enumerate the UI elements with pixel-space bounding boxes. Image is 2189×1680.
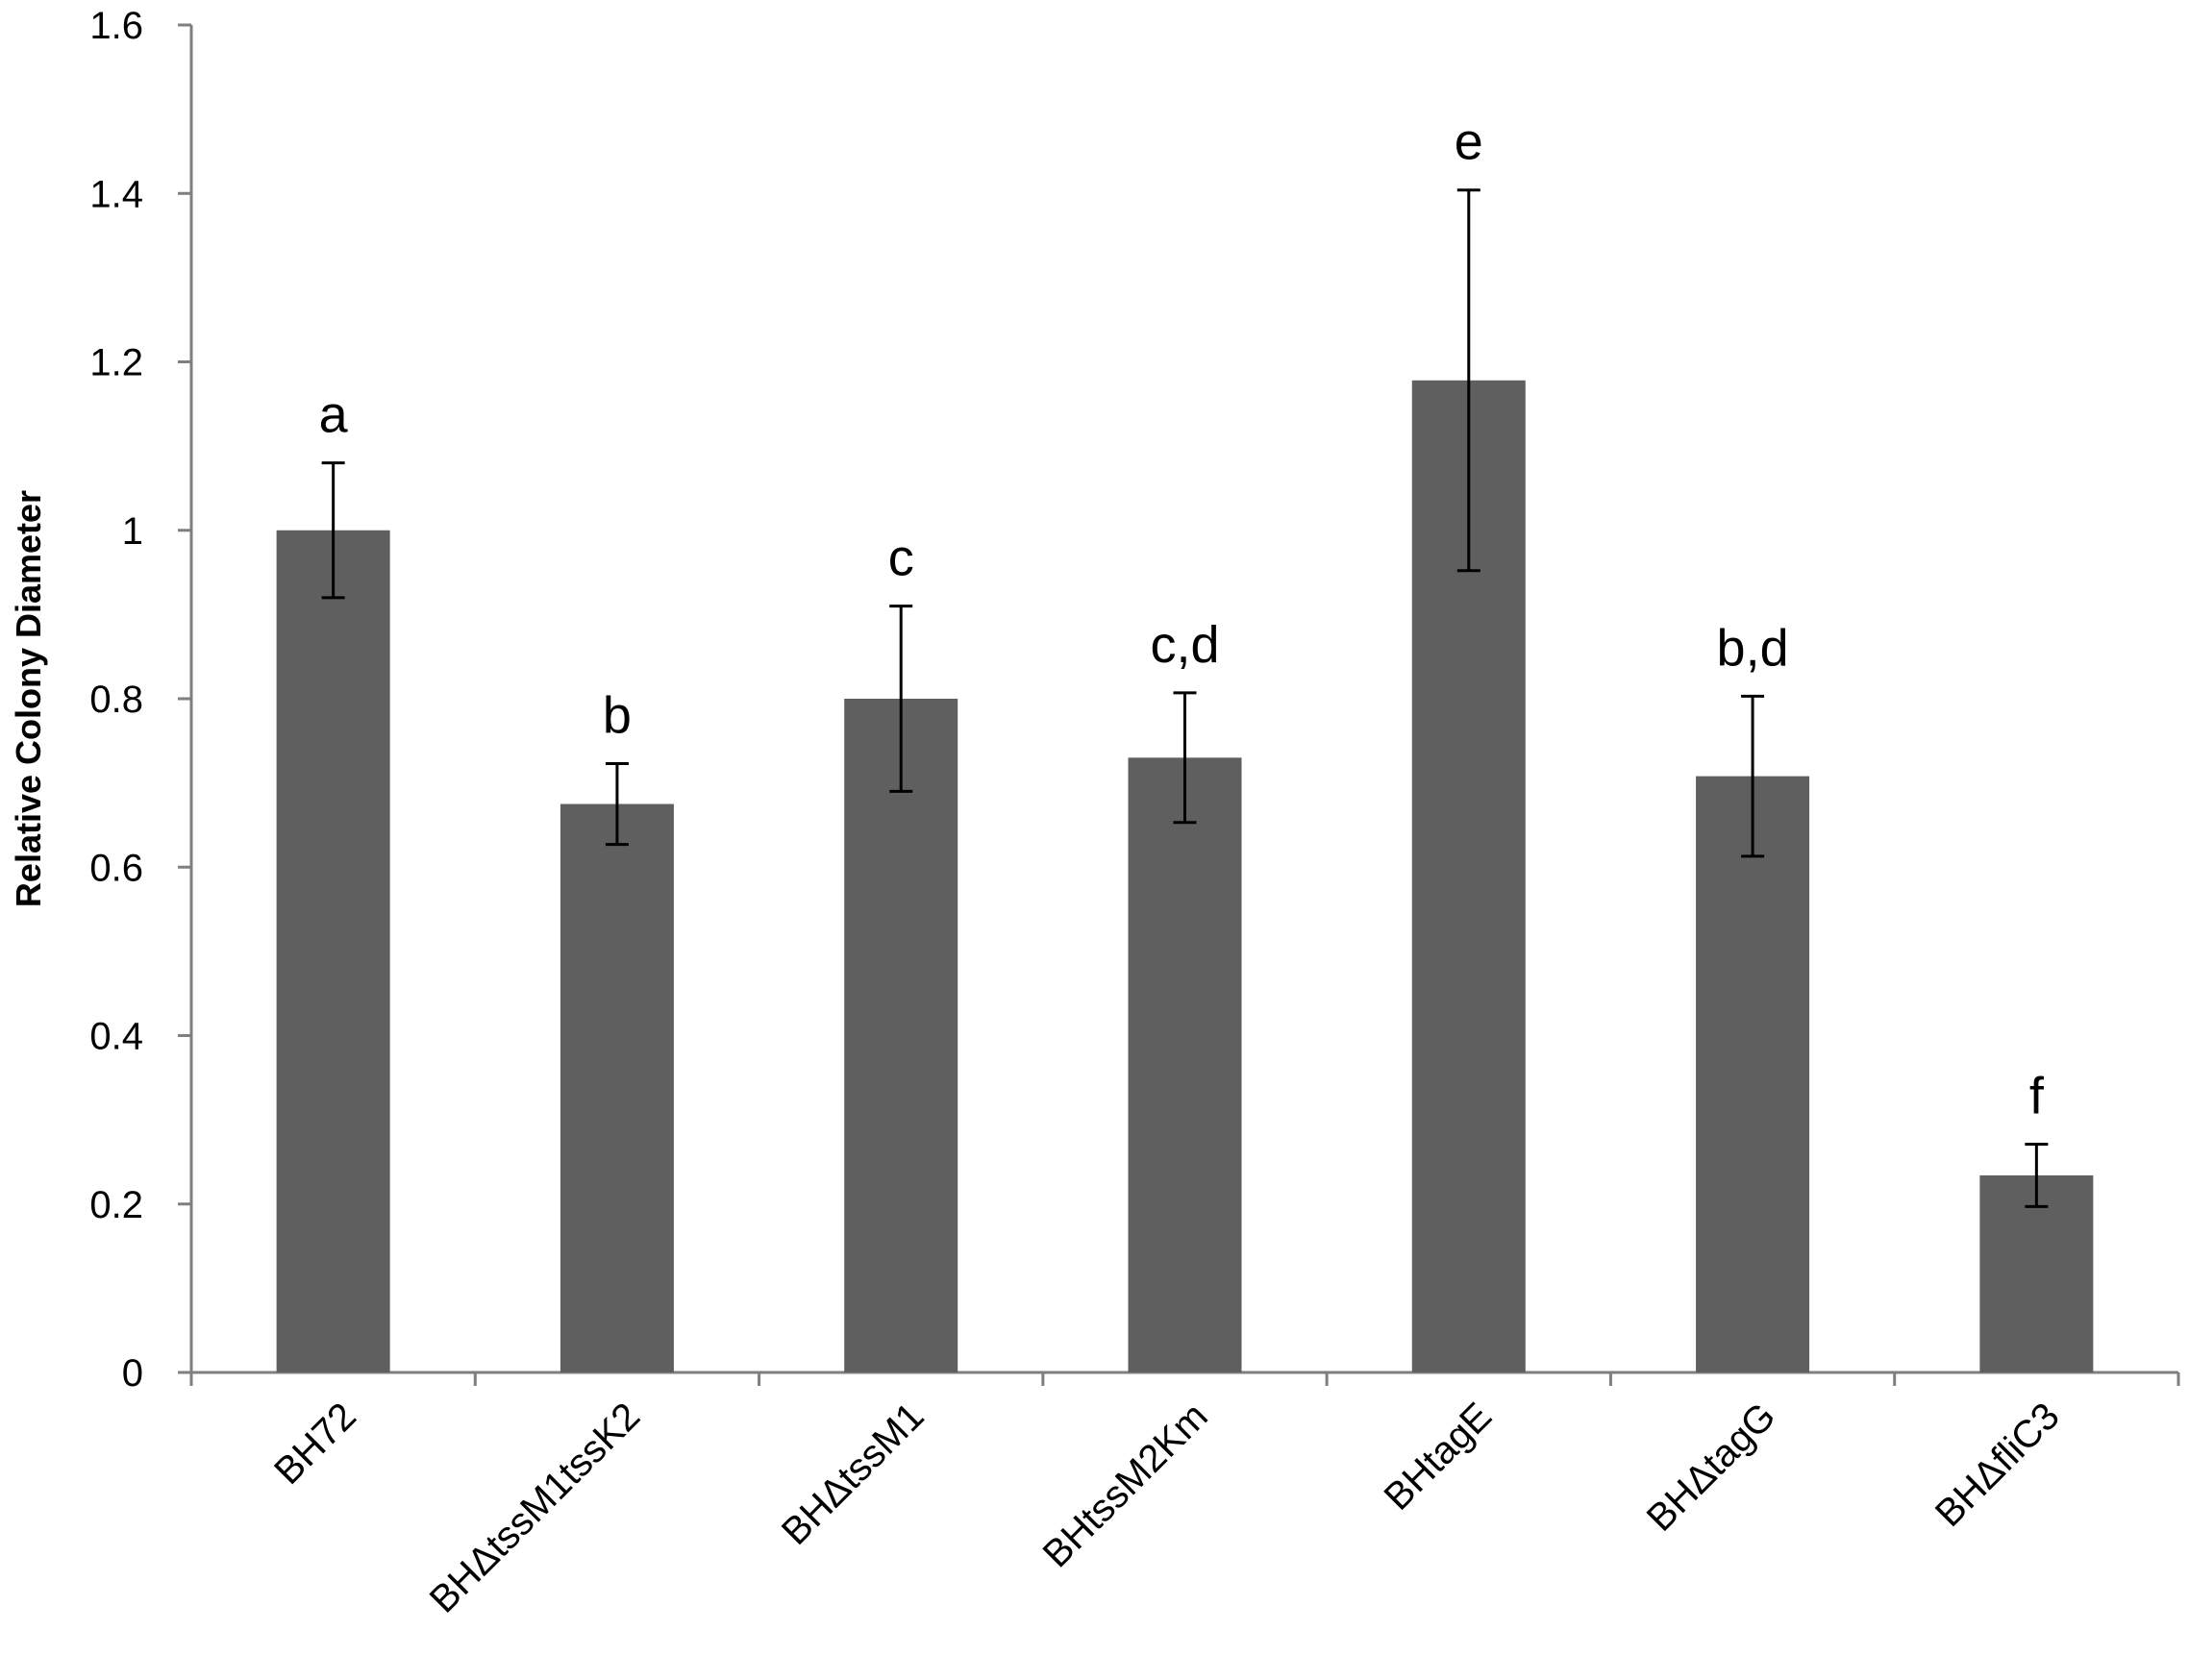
- x-tick-labels: BH72 BHΔtssM1tssK2 BHΔtssM1 BHtssM2Km BHtagE…: [266, 1395, 2068, 1620]
- y-tick-label: 1.2: [89, 342, 143, 384]
- significance-label: b,d: [1717, 619, 1789, 677]
- x-tick-label: BHtagE: [1377, 1395, 1501, 1519]
- significance-label: a: [319, 386, 349, 444]
- y-tick-label: 0.8: [89, 679, 143, 721]
- bar: [276, 530, 390, 1372]
- x-tick-label: BHΔfliC3: [1928, 1395, 2068, 1535]
- y-axis-title: Relative Colony Diameter: [9, 490, 48, 907]
- bar: [560, 803, 674, 1372]
- error-bars: [321, 188, 2049, 1208]
- significance-labels: a b c c,d e b,d f: [319, 113, 2045, 1125]
- bar: [1696, 776, 1810, 1372]
- bar: [1979, 1174, 2094, 1372]
- y-tick-label: 1.4: [89, 173, 143, 215]
- y-tick-label: 0.2: [89, 1184, 143, 1226]
- y-tick-label: 0.6: [89, 847, 143, 889]
- y-tick-label: 0: [122, 1352, 143, 1395]
- bar: [844, 699, 958, 1372]
- bar: [1128, 757, 1242, 1372]
- significance-label: c,d: [1150, 616, 1219, 674]
- y-tick-label: 0.4: [89, 1016, 143, 1058]
- x-tick-label: BHtssM2Km: [1035, 1395, 1216, 1575]
- x-tick-label: BHΔtssM1: [774, 1395, 933, 1553]
- x-tick-label: BHΔtagG: [1639, 1395, 1784, 1540]
- significance-label: b: [603, 686, 632, 744]
- significance-label: e: [1455, 113, 1483, 171]
- significance-label: c: [888, 530, 914, 587]
- x-axis: [178, 1371, 2180, 1386]
- y-tick-label: 1: [122, 510, 143, 553]
- x-tick-label: BHΔtssM1tssK2: [422, 1395, 648, 1620]
- x-tick-label: BH72: [266, 1395, 364, 1493]
- y-tick-label: 1.6: [89, 5, 143, 47]
- significance-label: f: [2029, 1068, 2045, 1125]
- bars: [276, 380, 2094, 1373]
- y-axis: 0 0.2 0.4 0.6 0.8 1 1.2 1.4 1.6: [89, 5, 193, 1395]
